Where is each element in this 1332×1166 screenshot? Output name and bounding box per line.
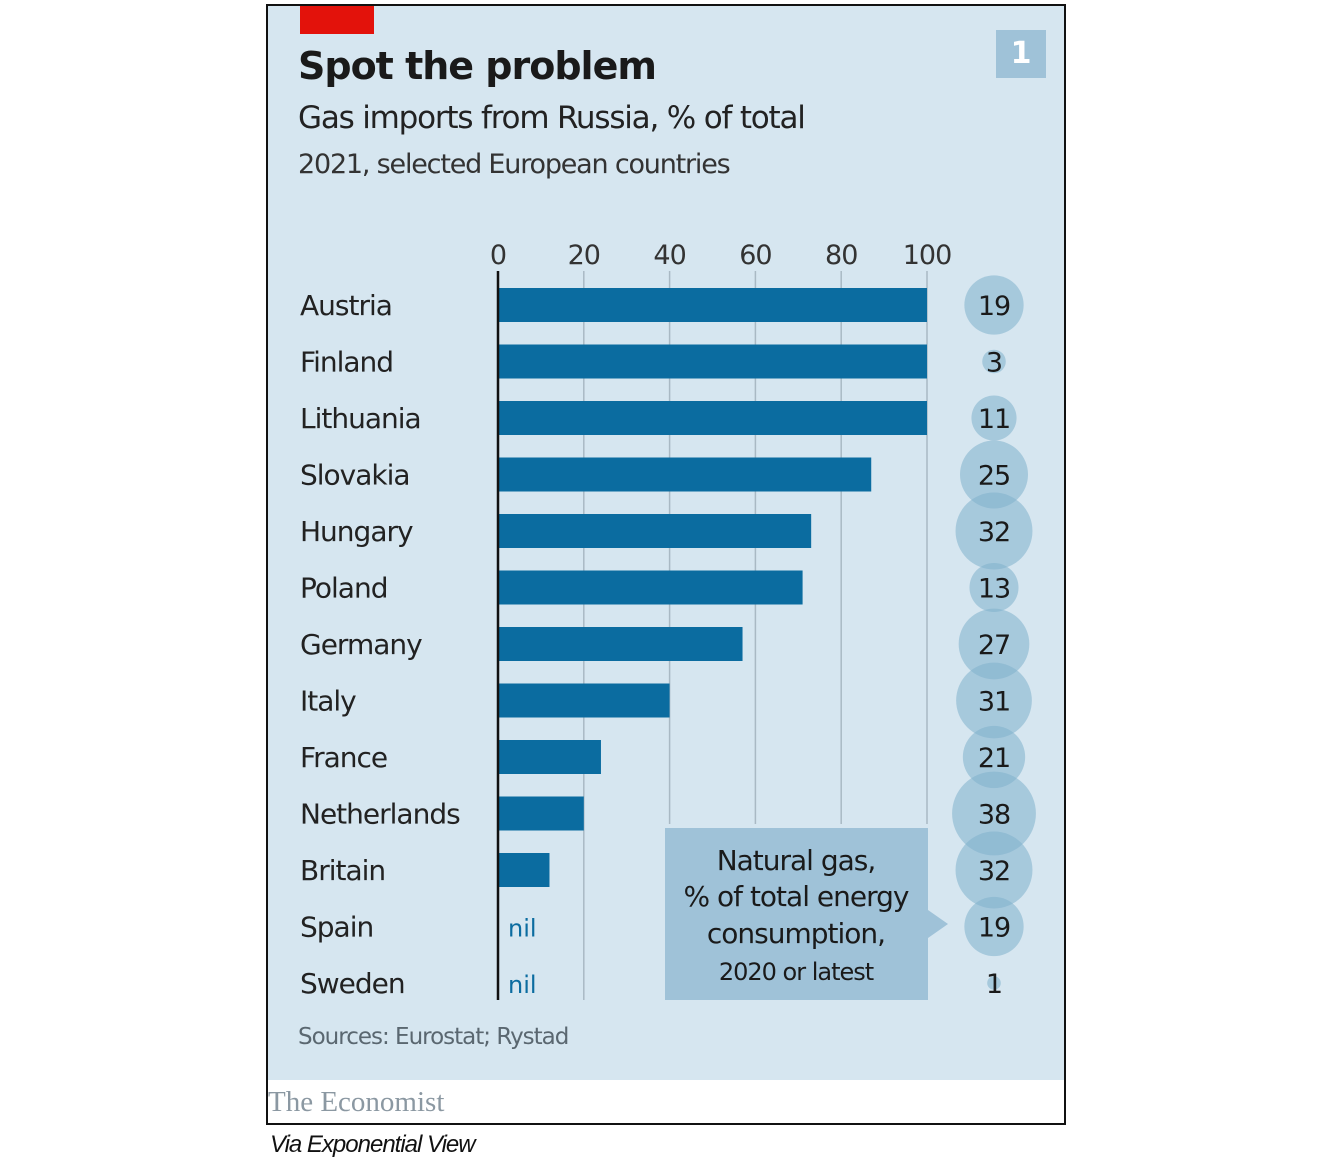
via-credit: Via Exponential View (270, 1131, 476, 1158)
bubble-value-label: 1 (986, 969, 1002, 1000)
chart-sub-subtitle: 2021, selected European countries (298, 149, 731, 180)
category-label: Lithuania (300, 402, 421, 435)
category-label: Spain (300, 911, 373, 944)
bubble-value-label: 32 (978, 856, 1010, 887)
callout-text-line: % of total energy (684, 880, 909, 913)
category-label: Poland (300, 572, 387, 605)
bar (498, 570, 803, 605)
bubble (982, 349, 1006, 374)
bubble-value-label: 32 (978, 517, 1010, 548)
bar (498, 740, 601, 774)
bubble-value-label: 3 (986, 348, 1002, 379)
callout-box (665, 828, 928, 1000)
bar (498, 457, 872, 492)
bubbles: 19 3 11 25 32 13 27 31 21 38 32 19 1 (952, 275, 1036, 1000)
annotation-callout: Natural gas,% of total energy consumption… (665, 828, 948, 1000)
category-label: France (300, 741, 387, 774)
bar (498, 627, 743, 661)
callout-text-line: Natural gas, (717, 844, 876, 877)
x-tick-label: 100 (903, 240, 952, 271)
bar-nil-label: nil (508, 971, 537, 999)
callout-text-line: consumption, (707, 917, 885, 950)
x-tick-label: 60 (739, 240, 771, 271)
bubble (987, 976, 1001, 990)
x-tick-label: 80 (825, 240, 857, 271)
chart-frame: 1 Spot the problem Gas imports from Russ… (266, 4, 1066, 1125)
bubble-value-label: 19 (978, 913, 1010, 944)
category-label: Germany (300, 628, 422, 661)
bubble (964, 896, 1024, 957)
callout-pointer (928, 910, 948, 938)
category-label: Austria (300, 289, 392, 322)
source-note: Sources: Eurostat; Rystad (298, 1024, 569, 1050)
bubble (952, 771, 1036, 856)
category-label: Netherlands (300, 798, 460, 831)
category-label: Hungary (300, 515, 413, 548)
bar (498, 401, 927, 435)
chart-svg: 0 20 40 60 80 100 Austria Finland Lithuania Slov… (300, 240, 1036, 1000)
bar (498, 514, 812, 548)
bubble (958, 608, 1030, 680)
category-labels: Austria Finland Lithuania Slovakia Hungary Po… (300, 289, 461, 1000)
bubble (969, 562, 1019, 613)
chart-panel: 1 Spot the problem Gas imports from Russ… (268, 6, 1064, 1080)
category-label: Britain (300, 854, 385, 887)
x-tick-label: 40 (653, 240, 685, 271)
category-label: Sweden (300, 967, 405, 1000)
bar (498, 288, 927, 322)
x-tick-label: 20 (568, 240, 600, 271)
x-tick-labels: 0 20 40 60 80 100 (490, 240, 952, 271)
bar-nil-label: nil (508, 915, 537, 943)
brand-logo: The Economist (268, 1086, 445, 1118)
bubble-value-label: 13 (978, 574, 1010, 605)
category-label: Italy (300, 685, 356, 718)
bar (498, 683, 670, 718)
bars: nil nil (498, 288, 927, 999)
bubble-value-label: 19 (978, 291, 1010, 322)
bar (498, 853, 550, 887)
category-label: Slovakia (300, 459, 410, 492)
bubble (956, 662, 1032, 739)
bubble-value-label: 31 (978, 687, 1010, 718)
bubble-value-label: 38 (978, 800, 1010, 831)
chart-title: Spot the problem (298, 44, 657, 88)
bubble (955, 492, 1033, 570)
bar (498, 344, 927, 379)
category-label: Finland (300, 346, 393, 379)
bubble (964, 275, 1024, 335)
chart-number-badge: 1 (996, 30, 1046, 78)
callout-text-line: 2020 or latest (719, 958, 874, 986)
bubble (955, 831, 1033, 909)
bubble (962, 725, 1026, 789)
bubble-value-label: 11 (978, 404, 1010, 435)
x-tick-label: 0 (490, 240, 506, 271)
chart-subtitle: Gas imports from Russia, % of total (298, 100, 806, 136)
bubble (960, 440, 1028, 509)
bar (498, 796, 584, 831)
bubble-value-label: 27 (978, 630, 1010, 661)
bubble-value-label: 25 (978, 461, 1010, 492)
bubble-value-label: 21 (978, 743, 1010, 774)
economist-red-tag (300, 6, 374, 34)
bubble (971, 395, 1017, 441)
